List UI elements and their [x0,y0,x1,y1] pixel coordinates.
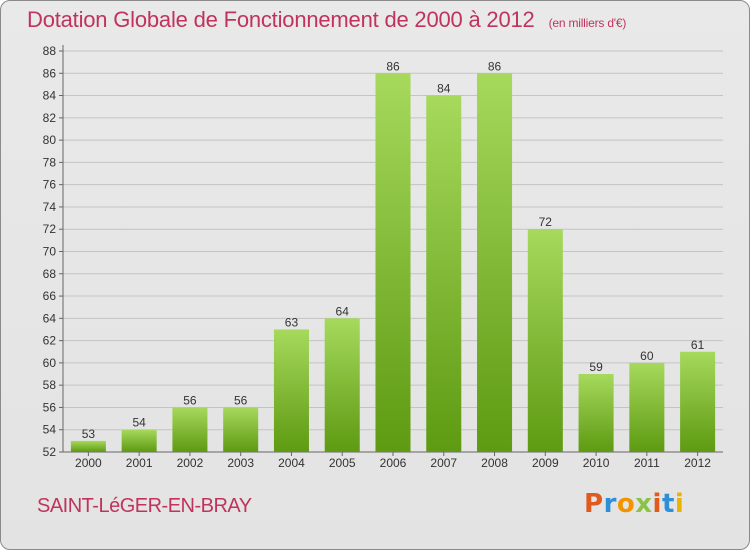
y-tick-label: 62 [43,334,57,348]
x-tick-label: 2008 [481,456,508,470]
logo-letter: P [584,489,604,519]
y-tick-label: 54 [43,423,57,437]
y-tick-label: 66 [43,289,57,303]
y-tick-label: 78 [43,155,57,169]
y-tick-label: 80 [43,133,57,147]
bar-2006 [375,73,411,453]
logo-letter: x [635,489,653,519]
data-label: 84 [437,82,451,96]
data-label: 61 [691,338,705,352]
data-label: 86 [386,59,400,73]
logo-letter: i [652,489,662,519]
bar-chart: 52 54 56 58 60 62 64 66 68 70 72 74 76 78 80 82 84 86 88 53… [43,44,723,470]
bar-2007 [426,95,462,453]
bar-2009 [527,229,563,452]
x-tick-label: 2001 [126,456,153,470]
bar-2012 [680,351,716,452]
data-label: 54 [132,416,146,430]
x-tick-label: 2010 [583,456,610,470]
y-tick-label: 68 [43,267,57,281]
y-tick-label: 82 [43,111,57,125]
bar-2010 [578,374,614,452]
x-tick-label: 2003 [227,456,254,470]
bar-2004 [273,329,309,452]
bar-2000 [70,440,106,452]
logo-letter: o [616,489,636,519]
x-tick-label: 2011 [634,456,660,470]
x-tick-label: 2005 [329,456,356,470]
logo-letter: r [603,489,617,519]
y-tick-label: 64 [43,311,57,325]
y-tick-label: 60 [43,356,57,370]
x-tick-label: 2007 [430,456,457,470]
data-label: 64 [336,304,350,318]
x-tick-label: 2002 [177,456,204,470]
y-tick-label: 52 [43,445,57,459]
y-tick-label: 70 [43,245,57,259]
chart-title-text: Dotation Globale de Fonctionnement de 20… [27,7,535,32]
data-label: 72 [539,215,553,229]
chart-title: Dotation Globale de Fonctionnement de 20… [27,7,626,33]
x-tick-label: 2000 [75,456,102,470]
y-tick-label: 84 [43,89,57,103]
y-tick-label: 72 [43,222,57,236]
data-label: 53 [82,427,96,441]
data-label: 63 [285,315,299,329]
data-label: 59 [589,360,603,374]
bar-2003 [223,407,259,452]
bar-2005 [324,318,360,452]
commune-name: SAINT-LéGER-EN-BRAY [37,495,252,517]
data-label: 60 [640,349,654,363]
y-tick-label: 88 [43,44,57,58]
data-label: 56 [234,393,248,407]
y-tick-label: 56 [43,400,57,414]
y-tick-label: 86 [43,66,57,80]
data-label: 56 [183,393,197,407]
bar-2002 [172,407,208,452]
bar-2001 [121,429,157,452]
proxiti-logo: Proxiti [584,489,684,519]
y-tick-label: 74 [43,200,57,214]
x-tick-label: 2006 [380,456,407,470]
logo-letter: t [661,489,675,519]
bar-2011 [629,362,665,452]
x-tick-label: 2009 [532,456,559,470]
x-tick-label: 2004 [278,456,305,470]
data-label: 86 [488,59,502,73]
y-tick-label: 76 [43,178,57,192]
unit-note: (en milliers d'€) [548,16,627,30]
logo-letter: i [674,489,685,519]
bar-2008 [477,73,513,453]
y-tick-label: 58 [43,378,57,392]
x-tick-label: 2012 [684,456,711,470]
